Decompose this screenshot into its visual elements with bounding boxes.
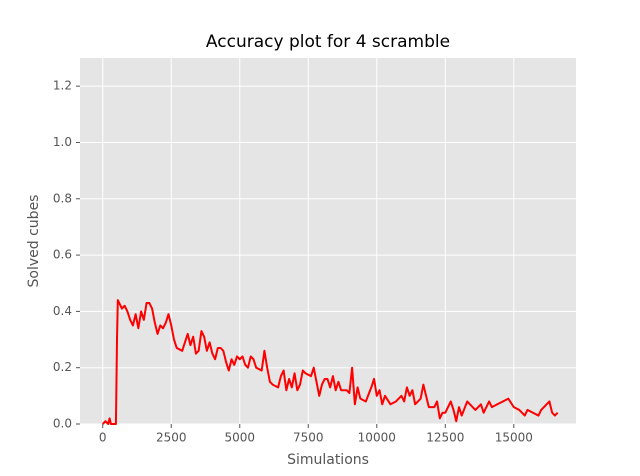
y-tick-label: 0.8 (53, 191, 72, 205)
y-tick-label: 0.4 (53, 304, 72, 318)
x-tick-label: 15000 (495, 431, 533, 445)
y-tick-label: 1.2 (53, 79, 72, 93)
chart-title: Accuracy plot for 4 scramble (206, 32, 450, 52)
line (102, 299, 559, 425)
x-tick-label: 10000 (358, 431, 396, 445)
plot-area (80, 58, 576, 424)
y-tick-label: 1.0 (53, 135, 72, 149)
y-tick-label: 0.0 (53, 417, 72, 431)
x-axis-label: Simulations (287, 452, 369, 468)
y-axis-label: Solved cubes (26, 195, 42, 288)
x-tick-label: 0 (99, 431, 107, 445)
x-tick-label: 5000 (224, 431, 255, 445)
y-tick-label: 0.2 (53, 360, 72, 374)
x-tick-label: 2500 (156, 431, 187, 445)
x-tick-label: 7500 (293, 431, 324, 445)
y-tick-label: 0.6 (53, 248, 72, 262)
x-tick-label: 12500 (426, 431, 464, 445)
